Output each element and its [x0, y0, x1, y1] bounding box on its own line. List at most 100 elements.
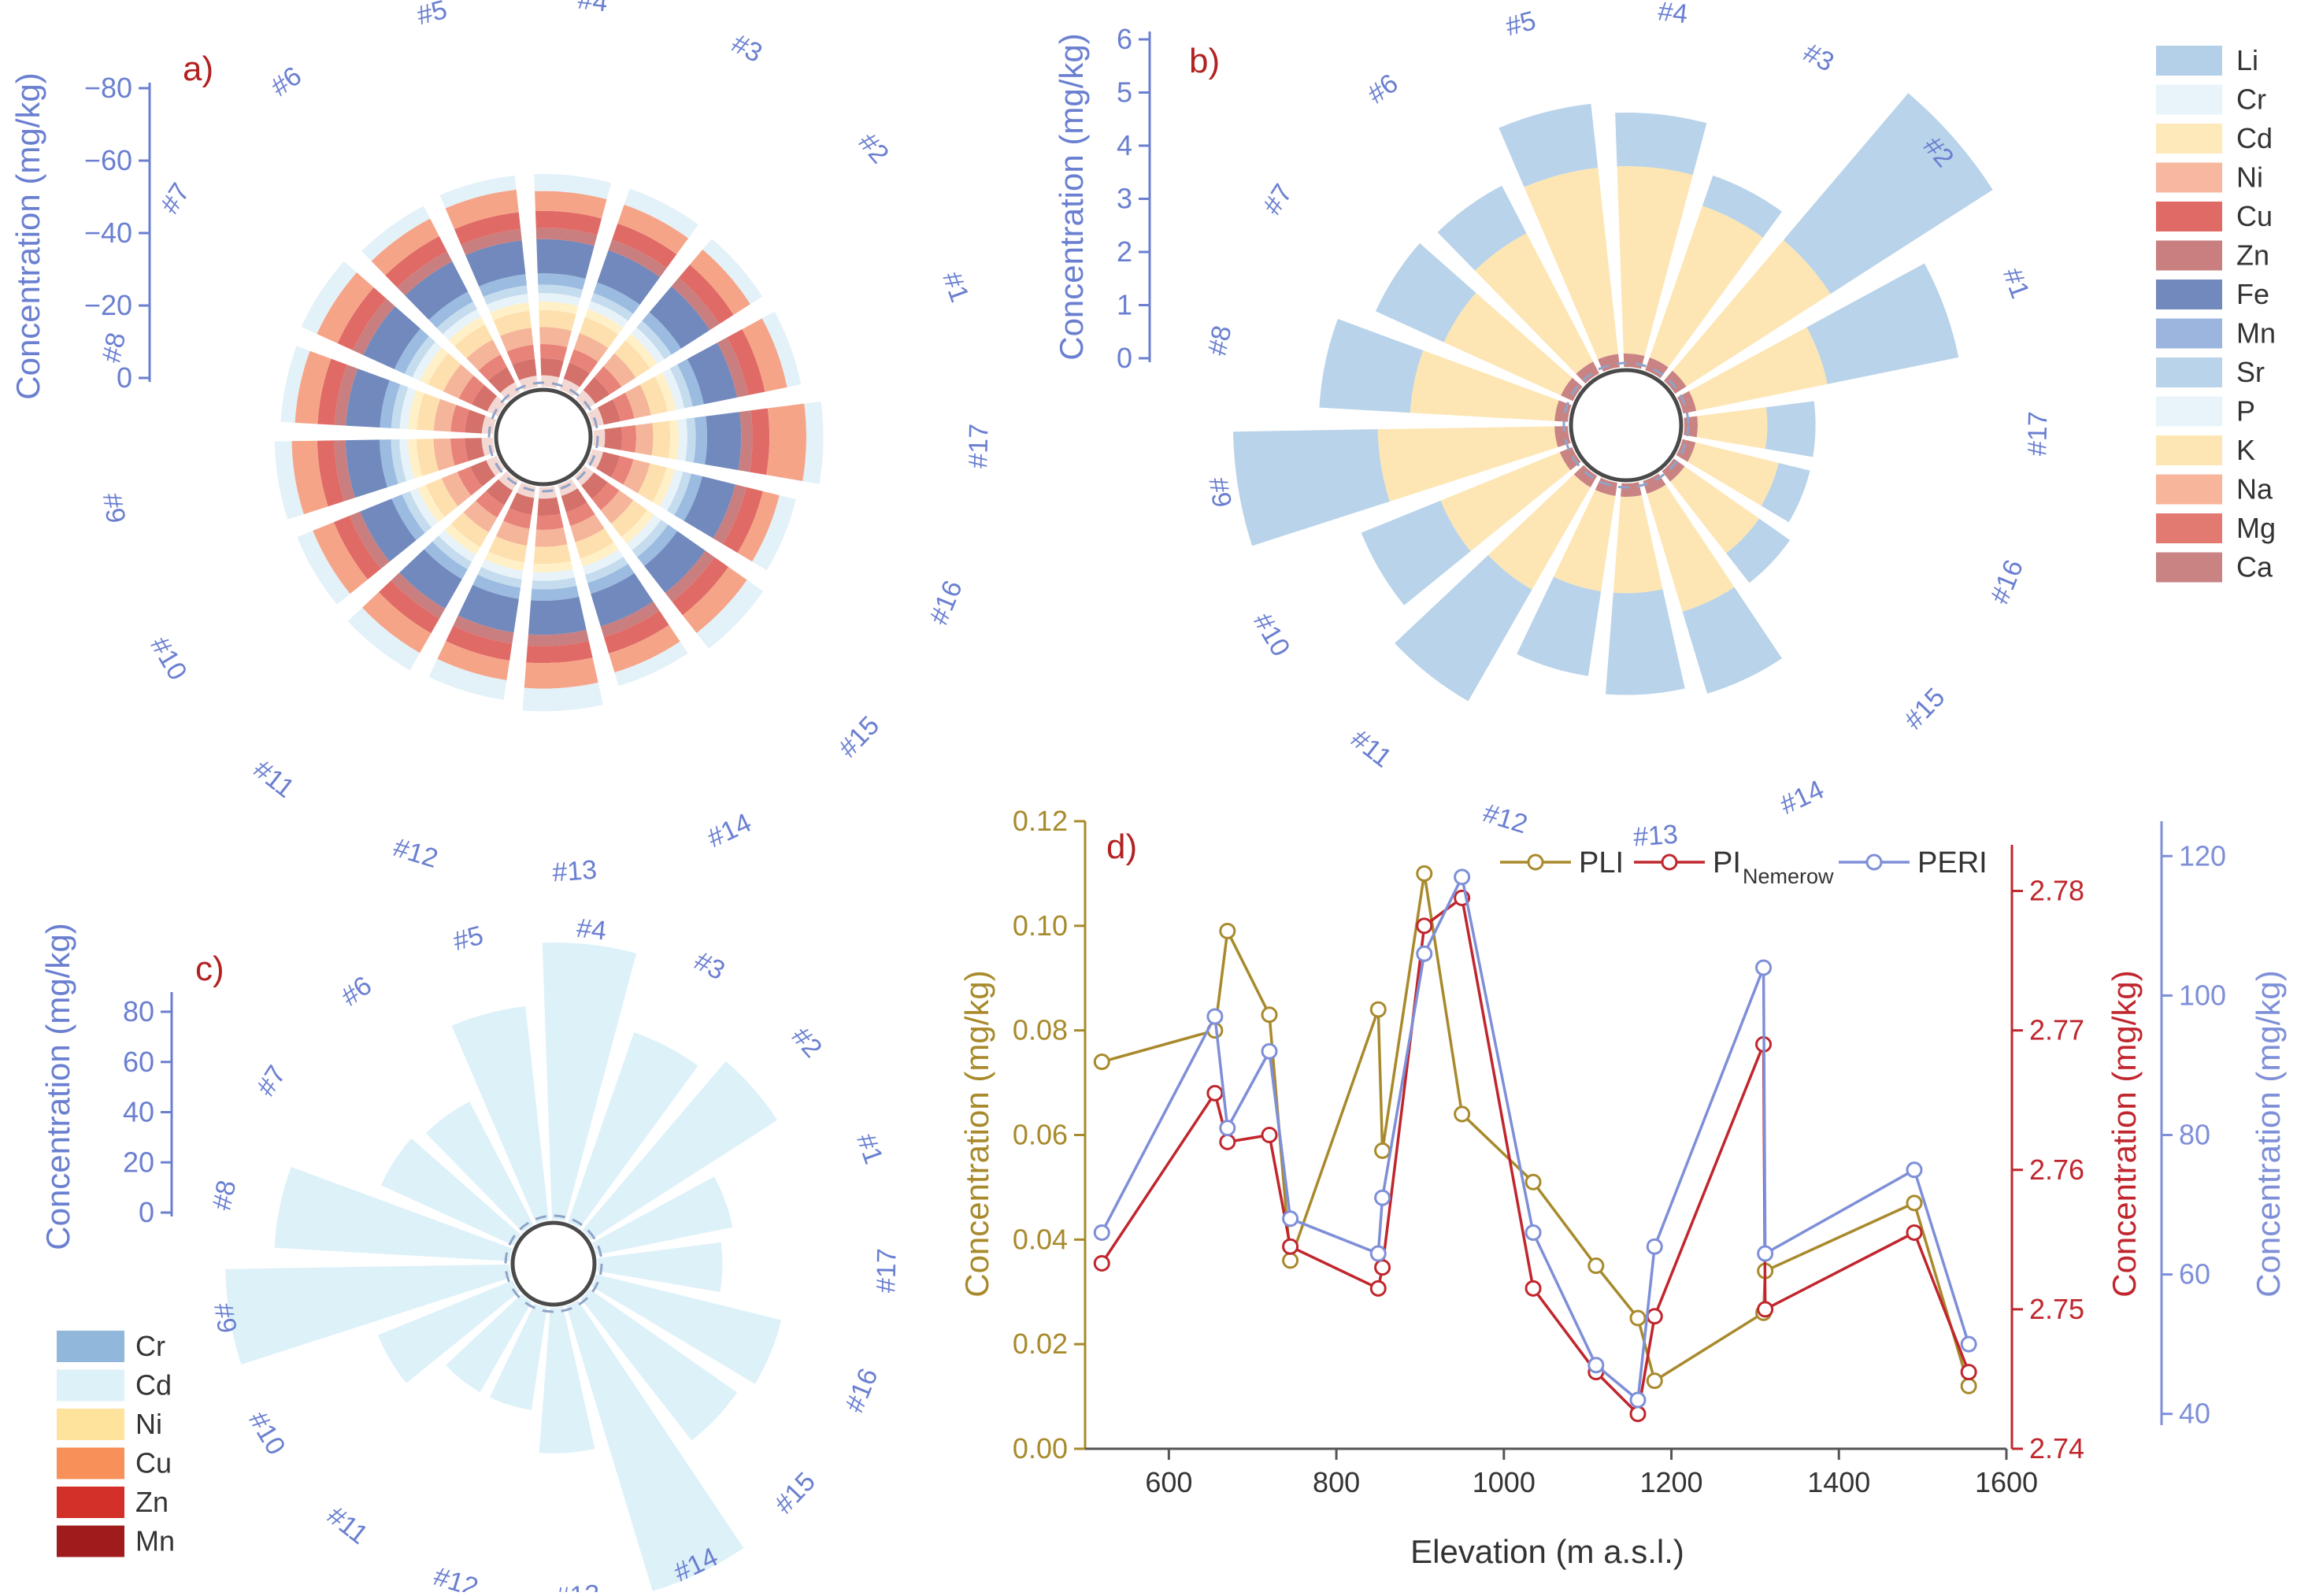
polar-bar-segment — [301, 261, 357, 335]
polar-bar-segment — [614, 641, 688, 687]
y-tick-label: 6 — [1117, 23, 1132, 55]
legend-label: Na — [2236, 473, 2273, 505]
polar-bar-segment — [500, 382, 521, 402]
polar-bar-segment — [450, 512, 489, 547]
polar-bar-segment — [1687, 442, 1779, 506]
category-label: #12 — [390, 832, 441, 874]
category-label: #3 — [727, 28, 767, 69]
polar-bar-segment — [600, 490, 634, 524]
polar-bar-segment — [377, 1280, 520, 1383]
x-tick-label: 1000 — [1473, 1466, 1536, 1498]
polar-bar-segment — [1605, 589, 1685, 695]
series-point — [1219, 1120, 1236, 1137]
polar-bar-segment — [391, 384, 409, 429]
y-tick-label-left: 0.10 — [1013, 909, 1068, 942]
category-label: #11 — [321, 1501, 373, 1550]
hub-ring — [1562, 361, 1690, 489]
category-label: #10 — [144, 631, 193, 685]
polar-bar-segment — [291, 440, 328, 515]
y-tick-label: 0 — [1117, 342, 1132, 374]
category-label: #9 — [97, 491, 132, 526]
polar-bar-segment — [446, 625, 513, 661]
hub-circle — [510, 1220, 597, 1307]
series-point — [1454, 1105, 1471, 1123]
polar-bar-segment — [1517, 576, 1602, 676]
polar-bar-segment — [425, 478, 458, 517]
category-label: #11 — [1345, 724, 1397, 773]
series-point — [1960, 1364, 1977, 1381]
polar-bar-segment — [802, 401, 824, 484]
legend-marker — [1865, 854, 1883, 871]
polar-bar-segment — [1672, 239, 1831, 387]
polar-bar-segment — [674, 473, 702, 521]
legend-label: Ca — [2236, 551, 2273, 583]
polar-bar-segment — [737, 491, 780, 562]
polar-bar-segment — [1573, 465, 1598, 487]
series-point — [1261, 1006, 1278, 1024]
series-point — [1206, 1084, 1224, 1102]
series-point — [1755, 959, 1773, 976]
polar-bar-segment — [696, 580, 764, 649]
category-label: #11 — [248, 754, 300, 804]
series-point — [1524, 1173, 1542, 1191]
y-tick-label-left: 0.04 — [1013, 1223, 1068, 1255]
polar-bar-segment — [609, 624, 680, 673]
polar-bar-segment — [371, 218, 439, 276]
polar-bar-segment — [591, 1274, 782, 1384]
category-label: #14 — [703, 808, 757, 854]
polar-bar-segment — [1524, 167, 1619, 360]
polar-bar-segment — [493, 310, 532, 336]
category-label: #2 — [853, 128, 895, 169]
polar-bar-segment — [702, 239, 763, 305]
polar-bar-segment — [488, 535, 528, 563]
category-label: #9 — [208, 1301, 243, 1335]
category-label: #4 — [576, 0, 609, 18]
polar-bar-segment — [524, 657, 598, 689]
legend-label: Mn — [135, 1525, 175, 1557]
polar-bar-segment — [587, 407, 604, 428]
polar-bar-segment — [666, 471, 691, 516]
polar-bar-segment — [1645, 357, 1669, 379]
category-label: #16 — [924, 576, 969, 629]
polar-bar-segment — [454, 324, 493, 359]
polar-bar-segment — [603, 610, 669, 654]
polar-bar-segment — [682, 566, 747, 634]
category-label: #15 — [1899, 683, 1951, 735]
polar-bar-segment — [669, 364, 693, 409]
y-tick-label: 40 — [123, 1096, 154, 1128]
polar-bar-segment — [1683, 416, 1699, 438]
polar-bar-segment — [600, 601, 660, 638]
polar-bar-segment — [380, 380, 401, 428]
polar-bar-segment — [587, 301, 628, 328]
polar-bar-segment — [484, 551, 524, 572]
polar-bar-segment — [687, 343, 738, 405]
polar-bar-segment — [385, 236, 447, 288]
polar-bar-segment — [436, 302, 477, 335]
y-tick-label-left: 0.02 — [1013, 1328, 1068, 1360]
series-point — [1587, 1257, 1605, 1275]
y-tick-label: −80 — [84, 72, 132, 104]
series-point — [1369, 1001, 1387, 1018]
category-label: #17 — [963, 424, 994, 469]
category-label: #4 — [1656, 0, 1689, 29]
polar-bar-segment — [597, 250, 661, 305]
polar-bar-segment — [579, 317, 619, 349]
y-tick-label-right: 40 — [2179, 1398, 2210, 1430]
polar-bar-segment — [570, 514, 605, 542]
polar-bar-segment — [439, 175, 517, 209]
legend-swatch — [2156, 84, 2222, 115]
y-tick-label-right: 80 — [2179, 1119, 2210, 1151]
series-point — [1369, 1245, 1387, 1262]
category-label: #13 — [1632, 820, 1679, 853]
category-label: #1 — [936, 268, 975, 306]
polar-bar-segment — [481, 415, 496, 435]
polar-bar-segment — [437, 641, 510, 680]
y-axis-label: Concentration (mg/kg) — [39, 923, 76, 1250]
series-point — [1374, 1189, 1391, 1206]
polar-bar-segment — [424, 541, 468, 580]
series-point — [1374, 1259, 1391, 1276]
legend-swatch — [57, 1331, 124, 1362]
polar-bar-segment — [651, 420, 671, 459]
polar-bar-segment — [576, 390, 595, 410]
polar-bar-segment — [380, 1138, 521, 1246]
